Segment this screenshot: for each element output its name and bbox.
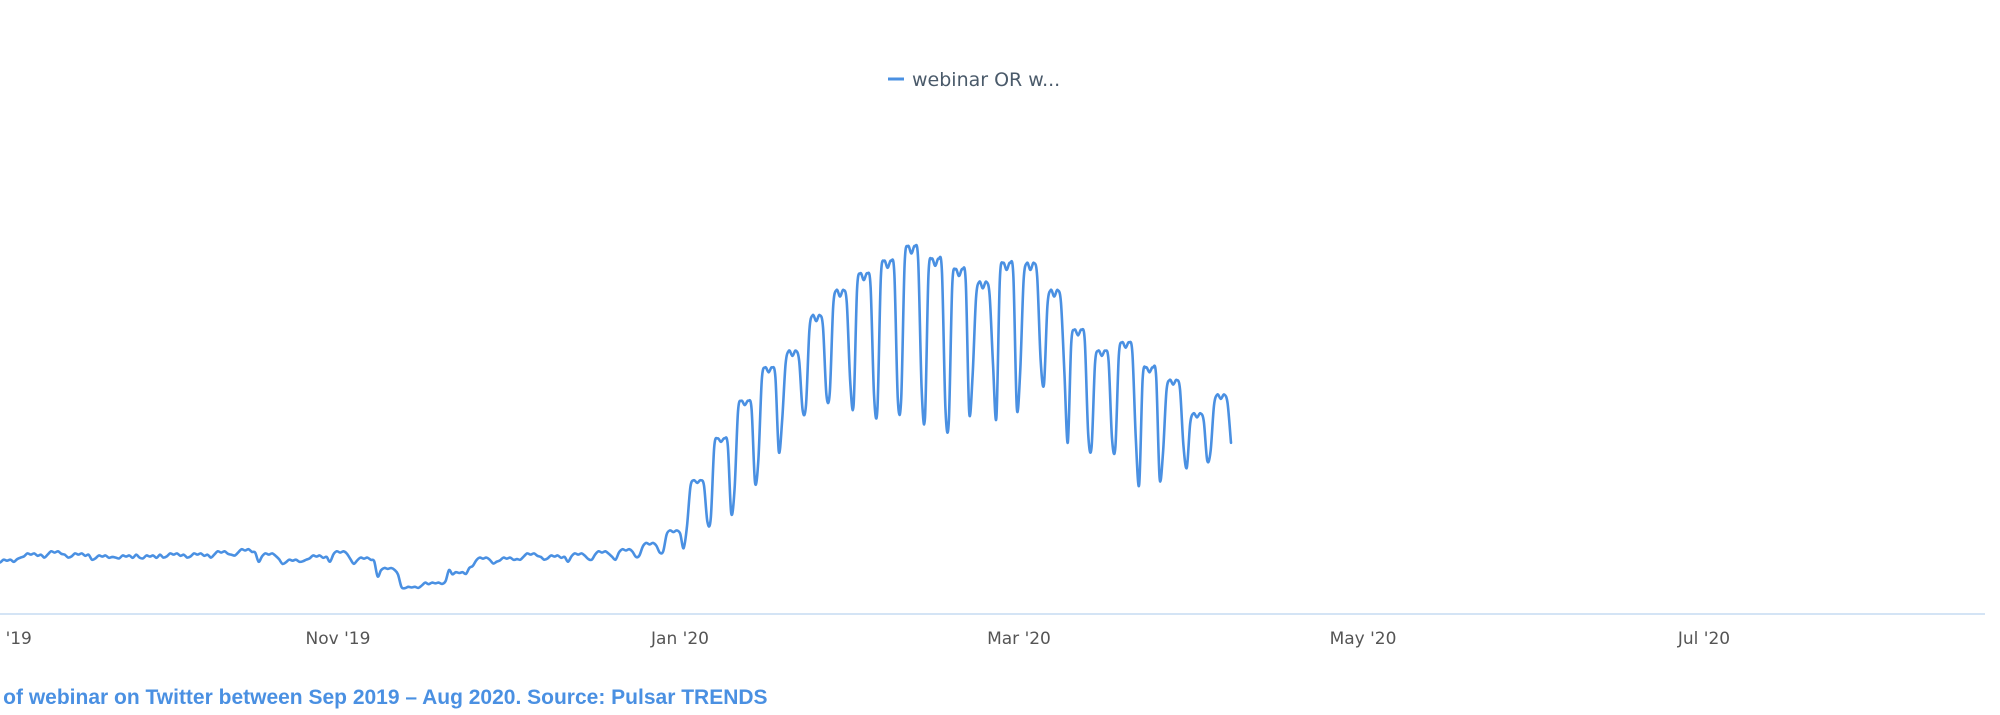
x-tick-label: Mar '20 — [987, 629, 1051, 649]
figure-caption: ons of webinar on Twitter between Sep 20… — [0, 686, 768, 709]
x-tick-label: Nov '19 — [306, 629, 371, 649]
x-tick-label: Jan '20 — [650, 629, 709, 649]
x-tick-label: Jul '20 — [1677, 629, 1730, 649]
x-axis-ticks: Sep '19 Nov '19 Jan '20 Mar '20 May '20 Jul '… — [0, 629, 1730, 649]
legend-label: webinar OR w... — [912, 69, 1060, 91]
legend[interactable]: webinar OR w... — [888, 69, 1060, 91]
series-line-webinar[interactable] — [0, 243, 1233, 590]
x-tick-label: Sep '19 — [0, 629, 32, 649]
x-tick-label: May '20 — [1330, 629, 1397, 649]
